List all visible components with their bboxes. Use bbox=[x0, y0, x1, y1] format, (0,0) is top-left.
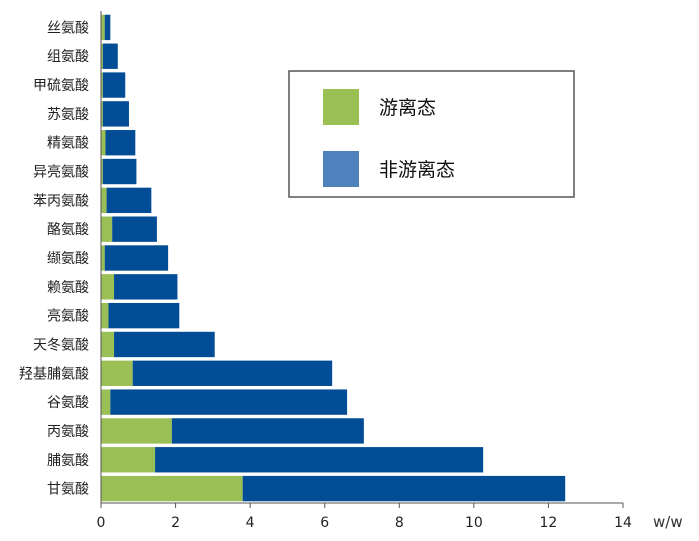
category-label: 精氨酸 bbox=[47, 136, 89, 152]
bar-bound-16 bbox=[242, 475, 566, 502]
bar-bound-8 bbox=[104, 245, 169, 271]
bar-bound-3 bbox=[102, 101, 129, 127]
bar-bound-7 bbox=[112, 216, 157, 242]
bar-free-0 bbox=[101, 14, 105, 41]
legend-label-1: 非游离态 bbox=[379, 159, 455, 181]
axes bbox=[100, 11, 624, 508]
category-label: 天冬氨酸 bbox=[33, 337, 89, 353]
category-label: 甘氨酸 bbox=[47, 482, 89, 498]
x-tick-labels: 0 2 4 6 8 10 12 14 bbox=[97, 515, 632, 531]
bar-free-7 bbox=[101, 216, 113, 242]
category-label: 酪氨酸 bbox=[47, 222, 89, 238]
x-tick-label: 10 bbox=[465, 515, 483, 531]
x-unit-label: w/w bbox=[653, 513, 683, 531]
category-label: 组氨酸 bbox=[47, 49, 89, 65]
bar-free-1 bbox=[101, 43, 103, 69]
bar-bound-13 bbox=[110, 389, 348, 415]
bar-free-2 bbox=[101, 72, 103, 98]
bar-free-14 bbox=[101, 418, 172, 444]
bar-bound-4 bbox=[105, 130, 136, 156]
bar-bound-6 bbox=[106, 187, 152, 214]
bar-bound-14 bbox=[171, 418, 364, 444]
bar-area bbox=[101, 14, 566, 502]
legend-swatch-0 bbox=[323, 89, 359, 125]
x-tick-label: 8 bbox=[395, 515, 404, 531]
bar-free-8 bbox=[101, 245, 105, 271]
category-label: 脯氨酸 bbox=[47, 453, 89, 469]
bar-free-13 bbox=[101, 389, 111, 415]
bar-bound-9 bbox=[114, 274, 178, 300]
bar-free-10 bbox=[101, 302, 109, 329]
bar-bound-5 bbox=[102, 158, 137, 185]
category-labels: 丝氨酸组氨酸甲硫氨酸苏氨酸精氨酸异亮氨酸苯丙氨酸酪氨酸缬氨酸赖氨酸亮氨酸天冬氨酸… bbox=[19, 20, 89, 497]
legend-swatch-1 bbox=[323, 151, 359, 187]
bar-bound-15 bbox=[155, 447, 484, 473]
bar-bound-2 bbox=[102, 72, 126, 98]
category-label: 苏氨酸 bbox=[47, 107, 89, 123]
x-tick-label: 4 bbox=[246, 515, 255, 531]
bar-free-16 bbox=[101, 475, 243, 502]
x-tick-label: 2 bbox=[171, 515, 180, 531]
bar-free-9 bbox=[101, 274, 115, 300]
category-label: 丙氨酸 bbox=[47, 424, 89, 440]
bar-bound-1 bbox=[102, 43, 118, 69]
bar-bound-12 bbox=[132, 360, 333, 386]
category-label: 亮氨酸 bbox=[47, 308, 89, 325]
category-label: 赖氨酸 bbox=[47, 280, 89, 296]
category-label: 缬氨酸 bbox=[47, 251, 89, 267]
bar-free-4 bbox=[101, 130, 106, 156]
bar-bound-0 bbox=[104, 14, 111, 41]
category-label: 甲硫氨酸 bbox=[33, 78, 89, 94]
legend-label-0: 游离态 bbox=[379, 97, 436, 119]
category-label: 丝氨酸 bbox=[47, 20, 89, 36]
bar-free-3 bbox=[101, 101, 103, 127]
bar-free-6 bbox=[101, 187, 107, 214]
x-tick-label: 14 bbox=[614, 515, 632, 531]
category-label: 异亮氨酸 bbox=[33, 164, 89, 181]
category-label: 谷氨酸 bbox=[47, 395, 89, 411]
bar-free-11 bbox=[101, 331, 115, 358]
x-tick-label: 0 bbox=[97, 515, 106, 531]
category-label: 苯丙氨酸 bbox=[33, 192, 89, 209]
bar-free-15 bbox=[101, 447, 156, 473]
bar-free-5 bbox=[101, 158, 103, 185]
bar-free-12 bbox=[101, 360, 133, 386]
x-tick-label: 6 bbox=[320, 515, 329, 531]
x-tick-label: 12 bbox=[540, 515, 558, 531]
category-label: 羟基脯氨酸 bbox=[19, 365, 89, 382]
bar-bound-11 bbox=[114, 331, 215, 358]
bar-bound-10 bbox=[108, 302, 180, 329]
